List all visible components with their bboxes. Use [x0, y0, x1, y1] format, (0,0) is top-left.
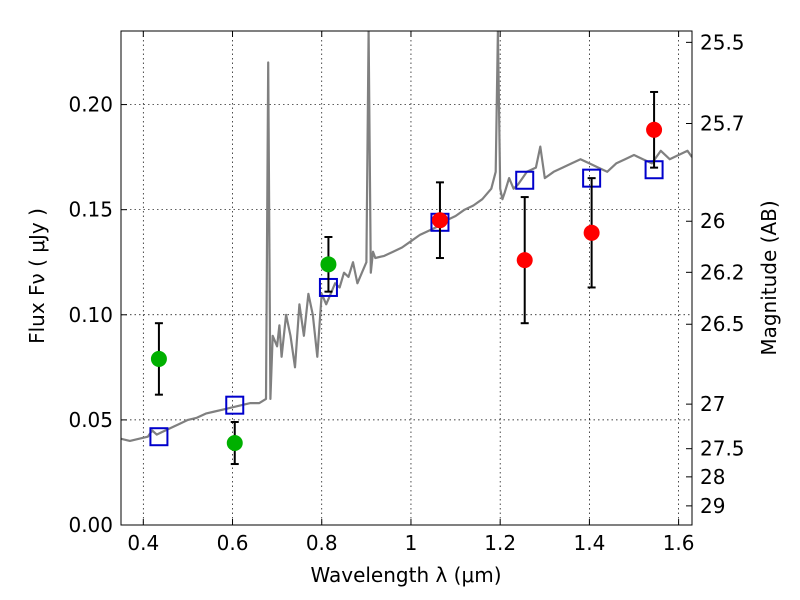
right-tick-label: 29 [700, 494, 725, 518]
y-tick-label: 0.05 [68, 408, 113, 432]
right-tick-label: 27 [700, 392, 725, 416]
data-point [516, 252, 533, 269]
data-point [646, 121, 663, 138]
plot-frame [120, 30, 693, 526]
model-square-marker [515, 170, 535, 190]
right-tick-label: 26.2 [700, 260, 745, 284]
x-tick-label: 1 [405, 531, 418, 555]
right-tick-label: 25.5 [700, 30, 745, 54]
y-tick-label: 0.10 [68, 303, 113, 327]
grid [121, 31, 692, 525]
y-axis-label: Flux Fν ( μJy ) [25, 208, 49, 344]
y-right-axis-label: Magnitude (AB) [757, 200, 781, 355]
model-square-marker [149, 427, 169, 447]
data-point [150, 350, 167, 367]
spectrum-line [121, 31, 692, 442]
x-tick-label: 1.6 [663, 531, 695, 555]
right-tick-label: 28 [700, 465, 725, 489]
marker-layer [149, 90, 664, 466]
data-point [226, 435, 243, 452]
y-tick-label: 0.20 [68, 93, 113, 117]
right-tick-label: 26 [700, 209, 725, 233]
x-tick-label: 1.4 [573, 531, 605, 555]
x-tick-label: 0.6 [217, 531, 249, 555]
x-tick-label: 0.4 [127, 531, 159, 555]
model-square-marker [225, 395, 245, 415]
data-point [320, 256, 337, 273]
x-axis-label: Wavelength λ (μm) [310, 563, 501, 587]
data-point [431, 212, 448, 229]
y-tick-label: 0.00 [68, 513, 113, 537]
x-tick-label: 0.8 [306, 531, 338, 555]
y-tick-label: 0.15 [68, 198, 113, 222]
spectrum-layer [121, 31, 692, 442]
x-tick-label: 1.2 [484, 531, 516, 555]
right-tick-label: 27.5 [700, 437, 745, 461]
ticks: 0.4 0.6 0.8 1 1.2 1.4 1.6 0.00 0.05 0.10 0.15 0.20 2… [68, 30, 744, 555]
data-point [583, 224, 600, 241]
right-tick-label: 26.5 [700, 312, 745, 336]
right-tick-label: 25.7 [700, 111, 745, 135]
